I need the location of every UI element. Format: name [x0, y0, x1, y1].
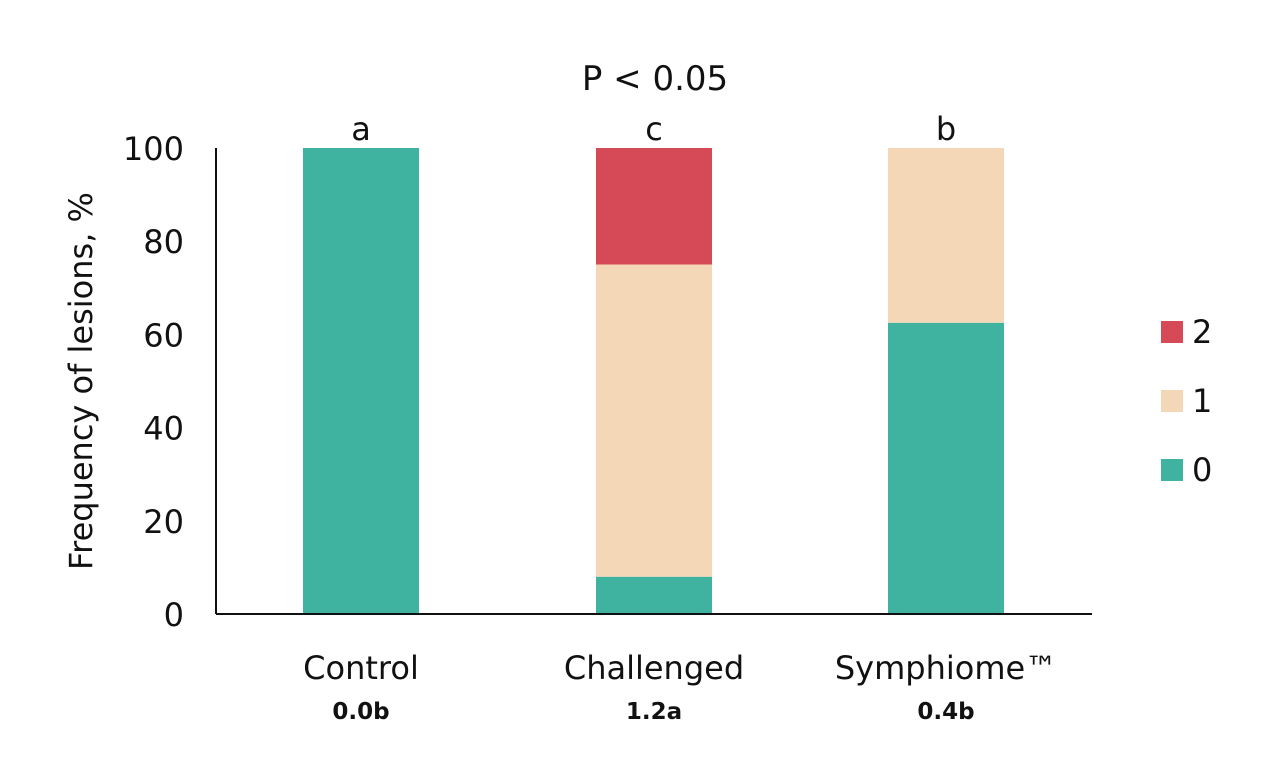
legend-swatch [1161, 459, 1183, 481]
category-score-label: 0.0b [332, 699, 389, 725]
y-tick-label: 40 [143, 410, 184, 448]
significance-letter: c [645, 110, 663, 148]
bars-layer [303, 148, 1004, 614]
bar-segment [888, 322, 1004, 614]
category-label: Symphiome™ [835, 649, 1057, 687]
legend-label: 1 [1192, 382, 1212, 420]
category-label: Challenged [564, 649, 744, 687]
legend-label: 2 [1192, 313, 1212, 351]
category-label: Control [303, 649, 419, 687]
category-score-label: 0.4b [917, 699, 974, 725]
y-tick-label: 80 [143, 223, 184, 261]
legend-swatch [1161, 321, 1183, 343]
x-axis: a Control 0.0b c Challenged 1.2a b Symphiome™ 0.… [216, 110, 1092, 725]
legend-swatch [1161, 390, 1183, 412]
legend: 2 1 0 [1161, 313, 1212, 489]
y-tick-label: 60 [143, 316, 184, 354]
bar-segment [596, 576, 712, 614]
significance-letter: a [351, 110, 371, 148]
y-axis-label: Frequency of lesions, % [62, 192, 100, 570]
bar-segment [596, 264, 712, 577]
bar-segment [596, 148, 712, 265]
significance-letter: b [936, 110, 956, 148]
category-score-label: 1.2a [626, 699, 682, 725]
bar-segment [888, 148, 1004, 323]
y-axis: 0 20 40 60 80 100 [123, 130, 217, 634]
y-tick-label: 100 [123, 130, 184, 168]
bar-segment [303, 148, 419, 614]
y-tick-label: 20 [143, 503, 184, 541]
chart-title: P < 0.05 [582, 59, 728, 99]
y-tick-label: 0 [164, 596, 184, 634]
legend-label: 0 [1192, 451, 1212, 489]
